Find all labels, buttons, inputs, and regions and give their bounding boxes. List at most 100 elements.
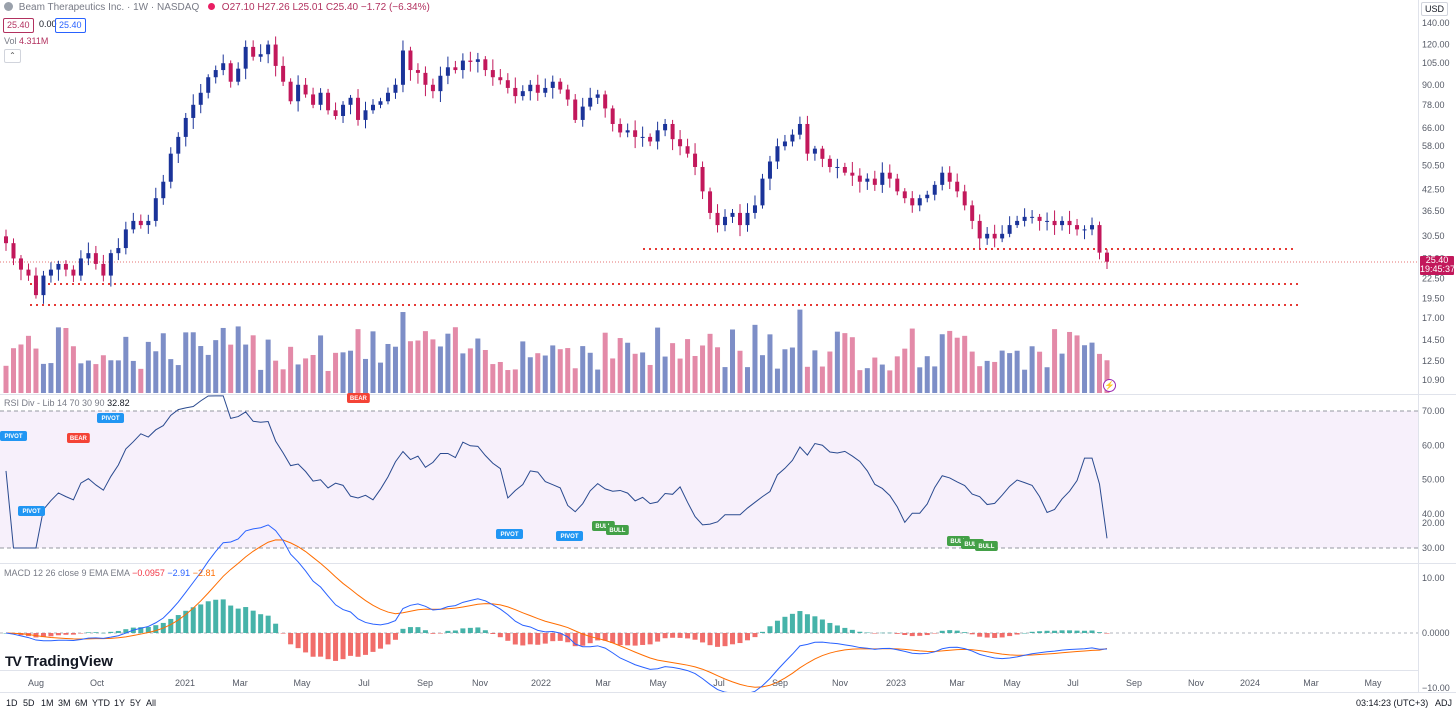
price-tick-label: 140.00 — [1422, 18, 1450, 28]
volume-bar — [542, 355, 548, 393]
buy-button[interactable]: 25.40 — [55, 18, 86, 33]
macd-histogram-bar — [722, 633, 728, 647]
macd-histogram-bar — [692, 633, 698, 640]
bar-countdown: 19:45:37 — [1420, 264, 1456, 274]
range-6m-button[interactable]: 6M — [75, 698, 88, 708]
volume-bar — [205, 354, 211, 393]
volume-bar — [70, 346, 76, 393]
macd-histogram-bar — [962, 632, 968, 633]
macd-histogram-bar — [752, 633, 758, 638]
macd-histogram-bar — [902, 633, 908, 635]
macd-histogram-bar — [1067, 630, 1073, 633]
volume-bar — [145, 341, 151, 393]
macd-legend[interactable]: MACD 12 26 close 9 EMA EMA −0.0957 −2.91… — [4, 568, 215, 578]
macd-histogram-bar — [325, 633, 331, 660]
volume-bar — [520, 341, 526, 393]
volume-bar — [422, 331, 428, 393]
macd-histogram-bar — [340, 633, 346, 660]
range-5d-button[interactable]: 5D — [23, 698, 35, 708]
candle-body — [910, 198, 915, 206]
candle-body — [63, 263, 68, 270]
symbol-name[interactable]: Beam Therapeutics Inc. — [18, 2, 125, 13]
close-value: 25.40 — [333, 2, 359, 13]
macd-tick-label: 10.00 — [1422, 573, 1445, 583]
volume-bar — [190, 332, 196, 393]
range-5y-button[interactable]: 5Y — [130, 698, 142, 708]
time-axis[interactable]: Aug Oct 2021 Mar May Jul Sep Nov 2022 Mar May Jul Se… — [28, 678, 1382, 688]
volume-legend[interactable]: Vol 4.311M — [4, 36, 48, 46]
price-tick-label: 50.50 — [1422, 161, 1445, 171]
time-tick-label: Nov — [472, 678, 489, 688]
candle-body — [498, 77, 503, 81]
volume-bar — [407, 341, 413, 393]
candle-body — [820, 148, 825, 159]
candle-body — [1052, 220, 1057, 226]
macd-histogram-bar — [924, 633, 930, 636]
volume-bar — [460, 353, 466, 393]
macd-histogram-bar — [348, 633, 354, 656]
rsi-signal-text: BULL — [950, 539, 966, 545]
range-3m-button[interactable]: 3M — [58, 698, 71, 708]
candle-body — [797, 123, 802, 135]
macd-histogram-bar — [572, 633, 578, 647]
candle-body — [348, 97, 353, 105]
macd-histogram-bar — [1029, 631, 1035, 633]
candle-body — [26, 269, 31, 276]
range-1m-button[interactable]: 1M — [41, 698, 54, 708]
time-tick-label: May — [1364, 678, 1382, 688]
volume-bar — [1052, 329, 1058, 393]
candle-body — [610, 108, 615, 124]
rsi-tick-label: 70.00 — [1422, 406, 1445, 416]
range-1y-button[interactable]: 1Y — [114, 698, 126, 708]
macd-line-value: −2.91 — [167, 568, 191, 578]
macd-histogram-bar — [647, 633, 653, 645]
volume-bar — [677, 358, 683, 393]
tradingview-logo[interactable]: TV TradingView — [5, 653, 113, 670]
macd-histogram-bar — [512, 633, 518, 645]
candle-body — [168, 153, 173, 182]
collapse-legend-button[interactable]: ⌃ — [4, 49, 21, 63]
adj-toggle[interactable]: ADJ — [1435, 698, 1453, 708]
price-axis[interactable]: 140.00 120.00 105.00 90.00 78.00 66.00 58.00 50… — [1422, 18, 1450, 693]
candle-body — [221, 63, 226, 71]
candle-body — [655, 130, 660, 142]
macd-histogram-bar — [437, 633, 443, 634]
range-all-button[interactable]: All — [146, 698, 157, 708]
candle-body — [595, 94, 600, 98]
volume-bar — [700, 345, 706, 393]
macd-histogram-bar — [767, 626, 773, 633]
volume-bar — [602, 332, 608, 393]
volume-bar — [849, 337, 855, 393]
symbol-legend[interactable]: Beam Therapeutics Inc. · 1W · NASDAQ O27… — [4, 2, 430, 13]
candle-body — [558, 81, 563, 90]
last-price-value: 25.40 — [1425, 255, 1449, 265]
volume-bar — [864, 368, 870, 393]
rsi-legend[interactable]: RSI Div - Lib 14 70 30 90 32.82 — [4, 398, 130, 408]
range-ytd-button[interactable]: YTD — [92, 698, 110, 708]
candle-body — [955, 181, 960, 192]
macd-histogram-bar — [415, 627, 421, 633]
candle-body — [857, 175, 862, 182]
candle-body — [603, 94, 608, 109]
macd-histogram-bar — [168, 618, 174, 633]
volume-bar — [902, 348, 908, 393]
macd-histogram-bar — [482, 630, 488, 633]
candle-body — [415, 70, 420, 73]
candle-body — [880, 172, 885, 185]
volume-bar — [685, 339, 691, 393]
candle-body — [123, 229, 128, 249]
volume-bar — [303, 358, 309, 393]
range-1d-button[interactable]: 1D — [6, 698, 18, 708]
lightning-icon[interactable]: ⚡ — [1103, 379, 1116, 392]
currency-selector[interactable]: USD — [1421, 2, 1449, 16]
candle-body — [573, 99, 578, 120]
volume-bar — [48, 363, 54, 393]
volume-bar — [340, 352, 346, 393]
volume-bar — [100, 355, 106, 393]
candle-body — [183, 117, 188, 137]
sell-button[interactable]: 25.40 — [3, 18, 34, 33]
time-tick-label: Sep — [1126, 678, 1142, 688]
clock[interactable]: 03:14:23 (UTC+3) — [1356, 698, 1429, 708]
